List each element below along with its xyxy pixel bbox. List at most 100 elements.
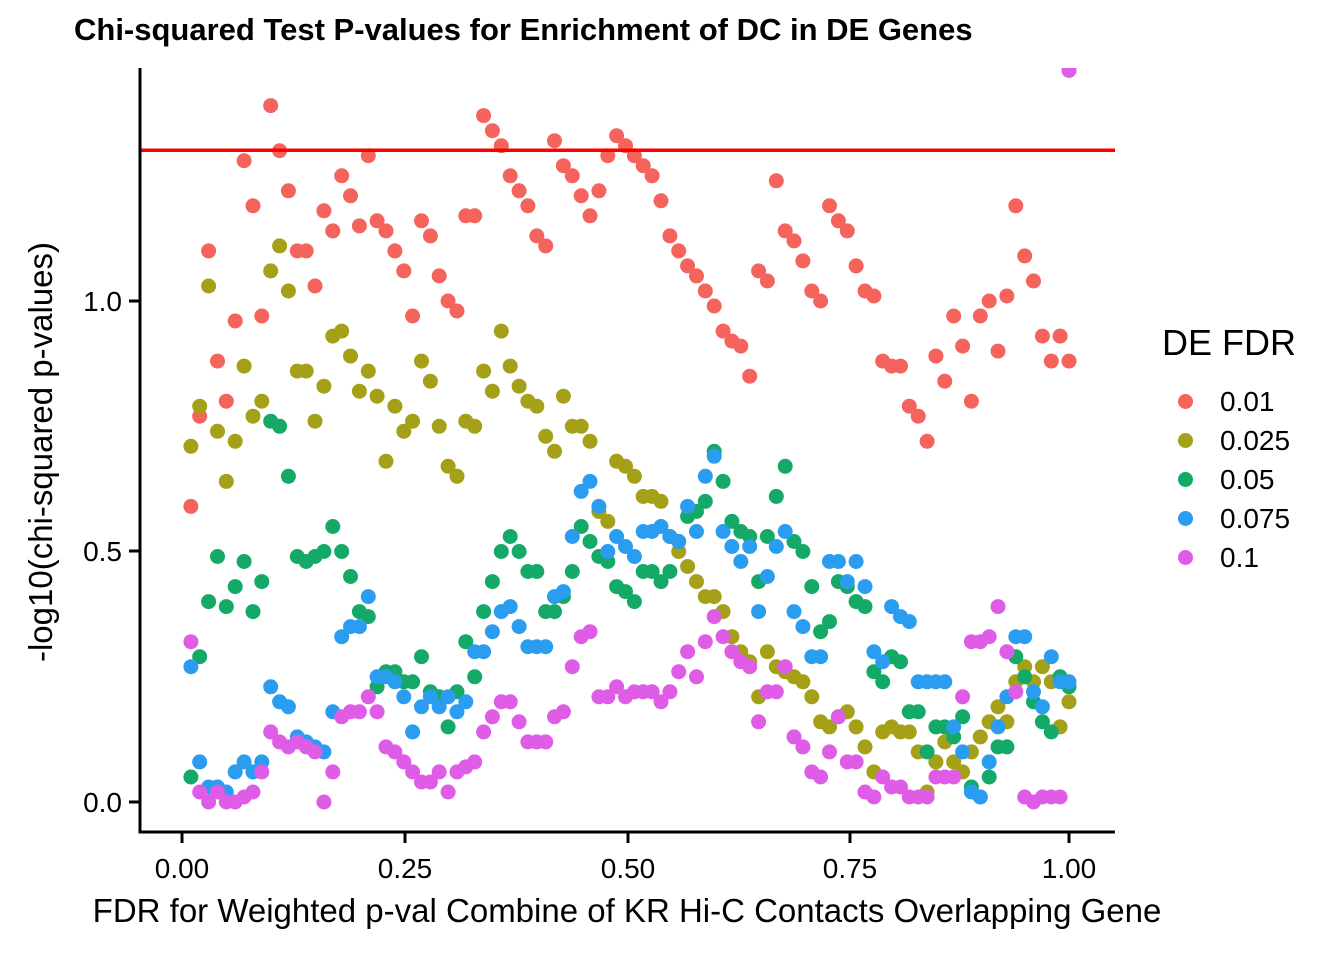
- data-point: [689, 268, 704, 284]
- data-point: [866, 664, 882, 680]
- data-point: [742, 368, 758, 384]
- data-point: [609, 679, 625, 695]
- data-point: [210, 423, 225, 439]
- data-point: [325, 223, 341, 239]
- data-point: [467, 208, 483, 224]
- data-point: [422, 228, 438, 244]
- data-point: [919, 744, 935, 760]
- data-point: [564, 529, 580, 544]
- data-point: [848, 754, 864, 770]
- data-point: [396, 423, 412, 439]
- data-point: [529, 398, 545, 414]
- data-point: [538, 428, 554, 444]
- data-point: [334, 629, 350, 645]
- data-point: [689, 669, 704, 685]
- data-point: [644, 684, 660, 700]
- data-point: [919, 433, 935, 449]
- data-point: [236, 358, 252, 374]
- data-point: [901, 398, 917, 414]
- data-point: [1034, 714, 1050, 730]
- data-point: [236, 153, 252, 169]
- data-point: [591, 498, 607, 514]
- data-point: [724, 513, 740, 529]
- data-point: [280, 468, 296, 484]
- legend-item-0.075: 0.075: [1158, 499, 1344, 538]
- data-point: [680, 559, 696, 574]
- data-point: [547, 443, 562, 459]
- data-point: [511, 183, 527, 199]
- data-point: [414, 649, 429, 665]
- data-point: [201, 243, 217, 259]
- data-point: [325, 764, 341, 780]
- data-point: [476, 644, 492, 660]
- data-point: [316, 794, 332, 810]
- data-point: [467, 669, 483, 685]
- data-point: [680, 258, 696, 274]
- data-point: [1061, 68, 1077, 78]
- data-point: [697, 493, 713, 509]
- x-tick-label: 0.00: [155, 853, 210, 884]
- data-point: [484, 123, 500, 139]
- data-point: [795, 253, 811, 269]
- data-point: [547, 604, 562, 620]
- data-point: [1043, 649, 1059, 665]
- data-point: [1026, 684, 1041, 700]
- data-point: [733, 554, 749, 569]
- data-point: [848, 554, 864, 569]
- data-point: [378, 453, 394, 469]
- data-point: [263, 724, 279, 740]
- data-point: [236, 754, 252, 770]
- data-point: [1061, 353, 1077, 369]
- data-point: [227, 579, 243, 595]
- data-point: [609, 128, 625, 144]
- data-point: [724, 539, 740, 554]
- data-point: [972, 308, 988, 324]
- data-point: [183, 438, 199, 454]
- data-point: [671, 534, 687, 549]
- data-point: [254, 393, 270, 409]
- data-point: [795, 544, 811, 559]
- data-point: [511, 714, 527, 730]
- data-point: [795, 739, 811, 755]
- data-point: [751, 604, 767, 620]
- data-point: [227, 764, 243, 780]
- data-point: [458, 694, 474, 710]
- data-point: [1034, 659, 1050, 675]
- data-point: [201, 794, 217, 810]
- data-point: [618, 539, 633, 554]
- data-point: [795, 619, 811, 635]
- data-point: [768, 539, 784, 554]
- data-point: [343, 348, 358, 364]
- x-tick-label: 1.00: [1042, 853, 1097, 884]
- data-point: [653, 193, 669, 209]
- legend-label: 0.01: [1220, 385, 1275, 417]
- data-point: [937, 674, 953, 690]
- data-point: [484, 709, 500, 725]
- data-point: [759, 529, 775, 544]
- data-point: [351, 619, 367, 635]
- data-point: [618, 584, 633, 600]
- data-point: [334, 323, 350, 339]
- data-point: [662, 228, 678, 244]
- data-point: [440, 293, 456, 309]
- data-point: [227, 433, 243, 449]
- y-axis-title: -log10(chi-squared p-values): [22, 242, 59, 662]
- data-point: [884, 599, 900, 615]
- data-point: [1061, 694, 1077, 710]
- data-point: [573, 483, 589, 499]
- data-point: [280, 283, 296, 299]
- data-point: [813, 293, 829, 309]
- data-point: [955, 709, 971, 725]
- data-point: [715, 629, 731, 645]
- data-point: [1008, 198, 1024, 214]
- data-point: [405, 308, 421, 324]
- data-point: [635, 158, 651, 174]
- data-point: [573, 519, 589, 534]
- data-point: [405, 413, 421, 429]
- data-point: [493, 323, 509, 339]
- data-point: [866, 789, 882, 805]
- data-point: [697, 634, 713, 650]
- data-point: [245, 784, 261, 800]
